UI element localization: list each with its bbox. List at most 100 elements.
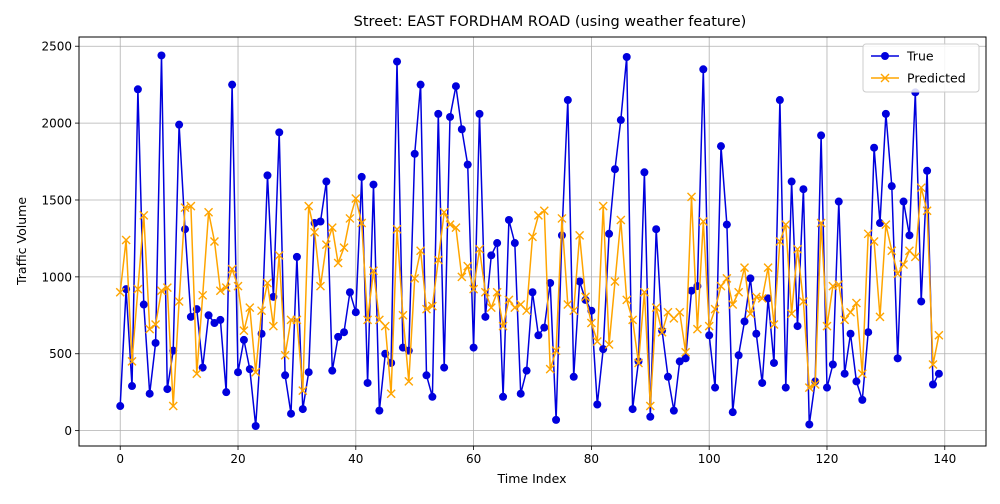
true-point: [646, 412, 655, 421]
true-point: [522, 366, 531, 375]
predicted-point: [869, 237, 879, 246]
true-point: [781, 383, 790, 392]
predicted-point: [310, 227, 320, 237]
predicted-point: [227, 264, 237, 274]
predicted-point: [657, 327, 667, 337]
predicted-point: [740, 263, 750, 273]
true-point: [881, 109, 890, 118]
true-point: [304, 368, 313, 377]
true-point: [722, 220, 731, 229]
predicted-point: [209, 237, 219, 246]
predicted-point: [292, 315, 302, 325]
true-series-line: [119, 54, 940, 427]
predicted-point: [427, 301, 437, 311]
predicted-point: [469, 284, 479, 294]
true-point: [228, 80, 237, 89]
true-point: [263, 171, 272, 180]
predicted-point: [893, 269, 903, 279]
true-point: [864, 328, 873, 337]
y-tick-label: 1000: [41, 270, 72, 284]
predicted-point: [410, 273, 420, 283]
predicted-point: [928, 360, 938, 370]
legend-true-marker: [881, 52, 889, 60]
chart-title: Street: EAST FORDHAM ROAD (using weather…: [354, 14, 747, 30]
true-point: [322, 177, 331, 186]
true-point: [875, 219, 884, 228]
true-point: [239, 335, 248, 344]
y-tick-label: 2000: [41, 117, 72, 131]
predicted-point: [463, 261, 473, 271]
true-point: [917, 297, 926, 306]
true-point: [852, 377, 861, 386]
predicted-point: [728, 300, 738, 310]
predicted-point: [298, 386, 308, 396]
true-point: [652, 225, 661, 234]
predicted-point: [798, 296, 808, 306]
true-point: [758, 378, 767, 387]
true-point: [846, 329, 855, 338]
true-point: [669, 406, 678, 415]
true-point: [375, 406, 384, 415]
predicted-point: [315, 281, 325, 291]
predicted-point: [528, 232, 537, 242]
predicted-point: [168, 401, 178, 411]
predicted-point: [539, 206, 549, 216]
predicted-point: [857, 369, 867, 379]
true-point: [151, 338, 160, 347]
true-point: [216, 315, 225, 324]
predicted-point: [145, 324, 155, 334]
true-point: [805, 420, 814, 429]
true-point: [834, 197, 843, 206]
true-point: [540, 323, 549, 332]
true-point: [275, 128, 284, 137]
true-point: [416, 80, 425, 89]
true-point: [687, 286, 696, 295]
x-axis-label: Time Index: [497, 471, 567, 486]
predicted-point: [198, 290, 208, 300]
predicted-point: [474, 244, 484, 254]
predicted-point: [245, 303, 255, 313]
predicted-point: [698, 217, 708, 227]
predicted-point: [716, 281, 726, 291]
predicted-point: [445, 220, 455, 230]
true-point: [157, 51, 166, 60]
predicted-point: [251, 367, 261, 377]
true-point: [357, 172, 366, 181]
true-point: [316, 217, 325, 226]
true-point: [204, 311, 213, 320]
predicted-point: [604, 340, 614, 350]
predicted-point: [681, 347, 691, 357]
predicted-point: [274, 250, 284, 260]
true-point: [493, 239, 502, 248]
true-point: [552, 415, 561, 424]
true-point: [499, 392, 508, 401]
predicted-point: [498, 321, 508, 331]
predicted-point: [510, 303, 520, 313]
predicted-point: [115, 287, 125, 297]
x-tick-label: 140: [933, 452, 956, 466]
y-tick-label: 500: [49, 347, 72, 361]
true-point: [128, 382, 137, 391]
x-tick-label: 120: [816, 452, 839, 466]
predicted-point: [651, 303, 661, 313]
x-tick-label: 40: [348, 452, 363, 466]
predicted-point: [745, 309, 755, 319]
predicted-point: [339, 243, 349, 253]
predicted-point: [262, 278, 272, 288]
predicted-point: [204, 207, 214, 217]
true-point: [775, 96, 784, 105]
y-axis-label: Traffic Volume: [14, 197, 29, 286]
predicted-point: [822, 321, 832, 331]
predicted-point: [851, 298, 861, 308]
predicted-point: [404, 376, 414, 386]
true-point: [799, 185, 808, 194]
predicted-point: [233, 281, 243, 291]
y-tick-label: 1500: [41, 193, 72, 207]
predicted-point: [321, 240, 331, 250]
predicted-point: [421, 304, 431, 314]
legend-predicted-marker: [880, 73, 890, 83]
true-point: [340, 328, 349, 337]
predicted-point: [710, 304, 720, 314]
true-point: [716, 142, 725, 151]
true-point: [469, 343, 478, 352]
